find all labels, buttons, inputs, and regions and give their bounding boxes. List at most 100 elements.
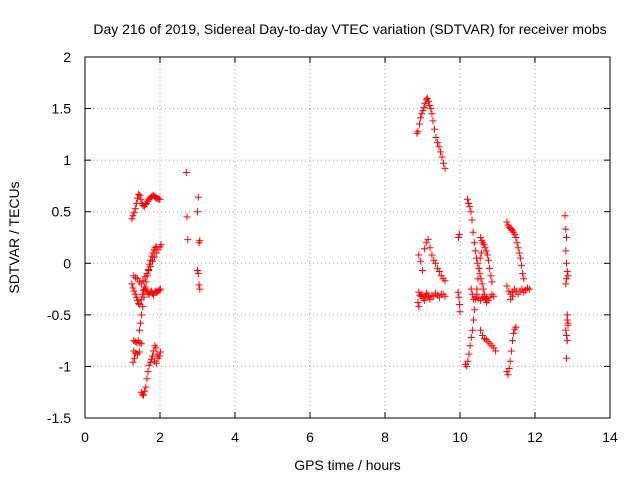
- data-point: [142, 278, 150, 286]
- data-point: [157, 241, 165, 249]
- data-point: [468, 216, 476, 224]
- data-point: [464, 357, 472, 365]
- data-point: [435, 268, 443, 275]
- y-tick-label: -1.5: [47, 410, 71, 426]
- data-point: [479, 285, 487, 293]
- data-point: [129, 284, 137, 292]
- data-point: [454, 288, 462, 296]
- x-tick-label: 10: [452, 429, 468, 445]
- data-point: [469, 228, 477, 236]
- data-point: [423, 94, 431, 102]
- data-point: [136, 339, 144, 347]
- data-point: [564, 272, 572, 280]
- data-point: [511, 230, 519, 238]
- data-point: [467, 334, 475, 341]
- data-point: [430, 292, 438, 300]
- data-point: [426, 295, 434, 303]
- x-tick-label: 8: [381, 429, 389, 445]
- data-point: [440, 159, 447, 167]
- data-point: [464, 195, 471, 203]
- data-point: [473, 290, 481, 298]
- data-point: [438, 153, 446, 161]
- data-point: [487, 272, 495, 280]
- data-point: [426, 102, 434, 109]
- data-point: [476, 254, 484, 262]
- data-point: [415, 303, 423, 311]
- y-tick-label: 2: [63, 49, 71, 65]
- data-point: [509, 337, 516, 345]
- data-point: [437, 148, 444, 156]
- y-tick-label: 0: [63, 255, 71, 271]
- data-point: [428, 110, 436, 118]
- data-point: [477, 249, 485, 257]
- x-tick-label: 2: [156, 429, 164, 445]
- data-point: [427, 105, 435, 113]
- data-point: [146, 260, 153, 268]
- data-point: [525, 285, 533, 293]
- data-point: [194, 208, 201, 216]
- data-point: [194, 193, 202, 201]
- data-point: [143, 375, 151, 383]
- data-point: [137, 319, 144, 327]
- data-point: [147, 256, 155, 264]
- data-point: [149, 352, 156, 360]
- data-point: [564, 319, 572, 327]
- data-point: [467, 208, 475, 216]
- data-point: [563, 332, 570, 339]
- data-point: [138, 290, 146, 298]
- data-point: [148, 252, 156, 260]
- data-point: [425, 97, 432, 105]
- data-point: [416, 120, 423, 128]
- data-point: [424, 236, 432, 244]
- data-point: [426, 244, 434, 252]
- data-point: [144, 368, 152, 376]
- data-point: [137, 280, 145, 288]
- data-point: [441, 164, 449, 172]
- data-point: [135, 300, 143, 307]
- data-point: [468, 326, 476, 334]
- data-point: [490, 292, 498, 300]
- data-point: [492, 347, 500, 355]
- data-point: [184, 236, 192, 244]
- data-point: [562, 280, 570, 288]
- data-point: [156, 285, 164, 293]
- data-point: [139, 303, 147, 311]
- data-point: [506, 357, 514, 365]
- data-point: [456, 308, 464, 316]
- data-point: [474, 259, 482, 267]
- data-point: [140, 391, 147, 399]
- data-point: [562, 225, 570, 233]
- data-point: [455, 293, 463, 301]
- data-point: [515, 249, 523, 257]
- data-point: [483, 251, 491, 259]
- data-point: [503, 218, 511, 226]
- data-point: [183, 213, 191, 221]
- data-point: [194, 267, 201, 274]
- data-point: [471, 306, 479, 314]
- data-point: [135, 348, 143, 356]
- data-point: [516, 254, 524, 262]
- data-point: [414, 127, 422, 135]
- data-point: [513, 239, 521, 247]
- data-point: [563, 311, 571, 319]
- data-point: [419, 267, 426, 274]
- data-point: [510, 329, 518, 337]
- data-point: [131, 205, 139, 213]
- data-point: [135, 190, 143, 198]
- data-point: [465, 350, 473, 358]
- data-point: [132, 293, 140, 301]
- data-point: [141, 387, 149, 395]
- data-points: [128, 94, 572, 399]
- data-point: [128, 280, 136, 288]
- data-point: [474, 275, 482, 283]
- data-point: [441, 277, 449, 285]
- data-point: [482, 247, 490, 255]
- data-point: [135, 326, 143, 334]
- data-point: [194, 270, 202, 278]
- x-tick-label: 6: [306, 429, 314, 445]
- y-tick-label: -1: [59, 358, 72, 374]
- data-point: [563, 337, 571, 345]
- data-point: [488, 278, 496, 286]
